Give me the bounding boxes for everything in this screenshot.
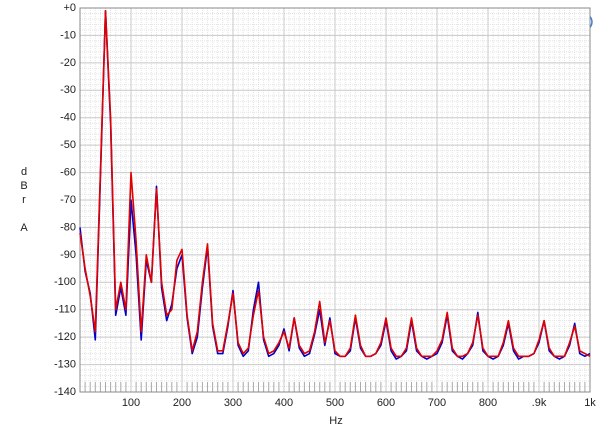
y-tick-label: -60 — [60, 166, 76, 178]
y-tick-label: -30 — [60, 84, 76, 96]
x-tick-label: 800 — [479, 397, 497, 409]
y-tick-label: -130 — [54, 358, 76, 370]
x-tick-label: 300 — [224, 397, 242, 409]
x-tick-label: 600 — [377, 397, 395, 409]
y-tick-label: -40 — [60, 112, 76, 124]
x-tick-label: 700 — [428, 397, 446, 409]
x-tick-label: .9k — [532, 397, 547, 409]
y-tick-label: -80 — [60, 221, 76, 233]
y-tick-label: -70 — [60, 194, 76, 206]
series-line — [79, 9, 591, 358]
x-tick-label: 100 — [122, 397, 140, 409]
y-tick-label: -90 — [60, 249, 76, 261]
x-tick-label: 1k — [584, 397, 596, 409]
y-tick-label: -110 — [55, 304, 76, 316]
x-tick-label: 500 — [326, 397, 344, 409]
y-tick-label: -100 — [54, 276, 76, 288]
x-axis-label: Hz — [329, 415, 342, 427]
y-tick-label: +0 — [63, 2, 76, 14]
y-tick-label: -10 — [60, 29, 76, 41]
y-axis-label: dBr A — [18, 166, 30, 236]
y-tick-label: -50 — [60, 139, 76, 151]
y-tick-label: -120 — [54, 331, 76, 343]
y-tick-label: -20 — [60, 57, 76, 69]
y-tick-label: -140 — [54, 386, 76, 398]
x-tick-label: 400 — [275, 397, 293, 409]
plot-frame — [79, 7, 591, 393]
x-tick-label: 200 — [173, 397, 191, 409]
